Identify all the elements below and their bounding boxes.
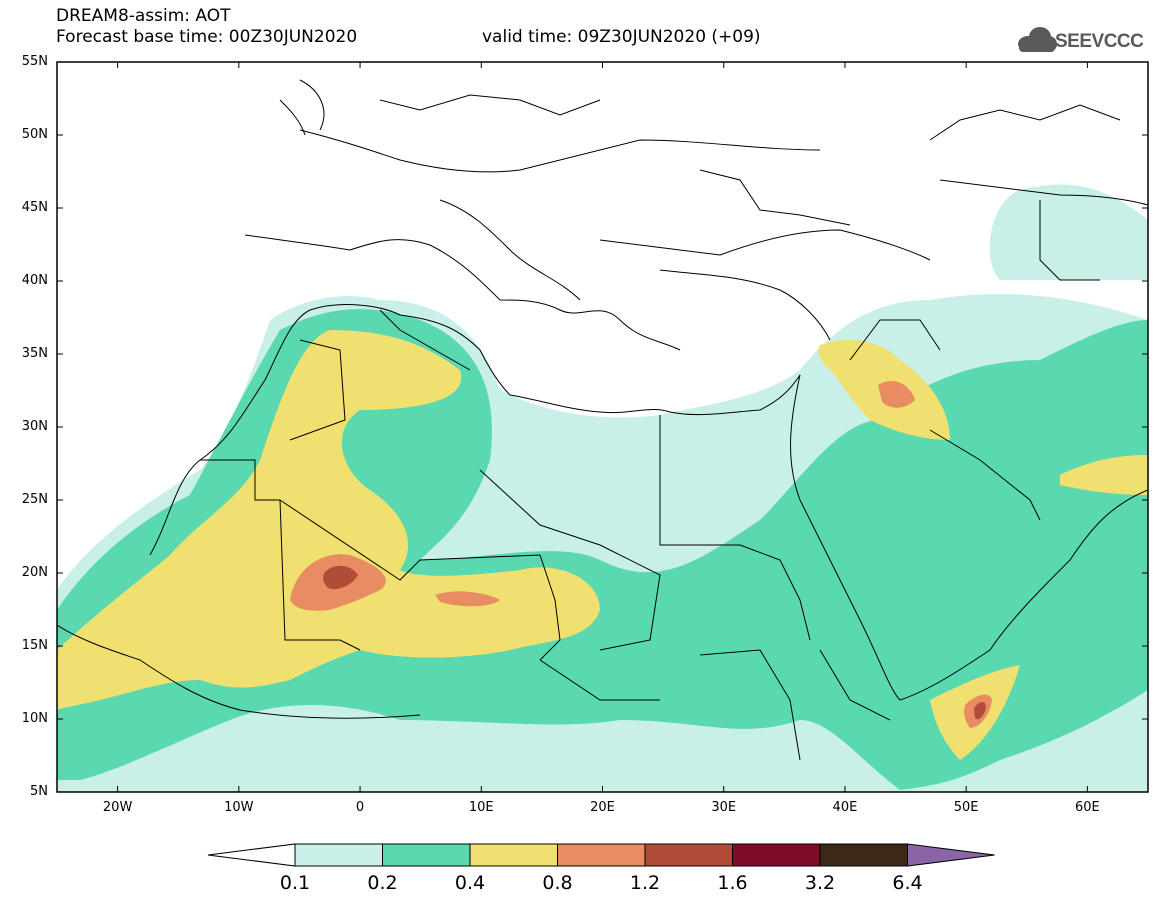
lon-label: 50E (953, 800, 979, 815)
colorbar-level-label: 6.4 (892, 872, 923, 894)
aot-level-0-4 (57, 330, 600, 710)
valid-time: valid time: 09Z30JUN2020 (+09) (482, 27, 761, 47)
lon-label: 60E (1074, 800, 1100, 815)
lon-label: 10W (224, 800, 254, 815)
colorbar-segment (382, 843, 471, 867)
colorbar-extend-low (207, 843, 296, 867)
lat-label: 40N (21, 273, 48, 288)
map-title: DREAM8-assim: AOT (56, 6, 231, 26)
lat-label: 10N (21, 711, 48, 726)
lon-label: 40E (832, 800, 858, 815)
colorbar-extend-high (907, 843, 995, 867)
colorbar-segment (294, 843, 383, 867)
lat-label: 5N (30, 784, 48, 799)
colorbar-level-label: 1.2 (629, 872, 661, 894)
seevccc-logo (1018, 27, 1057, 52)
logo-text: SEEVCCC (1055, 31, 1144, 52)
aot-level-0-4-gulf (1060, 455, 1148, 495)
lat-label: 15N (21, 638, 48, 653)
aot-level-1-2-core (323, 565, 358, 590)
lat-label: 55N (21, 54, 48, 69)
colorbar-level-label: 0.8 (542, 872, 573, 894)
aot-level-0-8-chad (435, 591, 500, 607)
lon-label: 30E (711, 800, 737, 815)
lat-label: 45N (21, 200, 48, 215)
lat-label: 30N (21, 419, 48, 434)
colorbar-level-label: 0.2 (367, 872, 398, 894)
aot-level-0-8-iraq (878, 380, 915, 408)
axis-ticks (57, 61, 1148, 793)
lon-label: 20W (102, 800, 133, 815)
lon-label: 0 (355, 800, 365, 815)
lat-label: 35N (21, 346, 48, 361)
colorbar-segment (469, 843, 558, 867)
lon-label: 10E (468, 800, 494, 815)
colorbar-level-label: 3.2 (804, 872, 836, 894)
colorbar (207, 843, 995, 867)
colorbar-level-label: 1.6 (717, 872, 748, 894)
lon-label: 20E (590, 800, 615, 815)
lat-label: 20N (21, 565, 48, 580)
aot-level-1-2-somalia (974, 702, 986, 720)
colorbar-segment (557, 843, 646, 867)
colorbar-level-label: 0.4 (454, 872, 486, 894)
colorbar-segment (644, 843, 733, 867)
colorbar-level-label: 0.1 (279, 872, 311, 894)
lat-label: 50N (21, 127, 48, 142)
cloud-icon (1018, 27, 1057, 52)
colorbar-segment (732, 843, 821, 867)
aot-field (57, 184, 1148, 792)
country-borders (57, 79, 1148, 761)
lat-label: 25N (21, 492, 48, 507)
colorbar-segment (819, 843, 908, 867)
forecast-base-time: Forecast base time: 00Z30JUN2020 (56, 27, 358, 47)
